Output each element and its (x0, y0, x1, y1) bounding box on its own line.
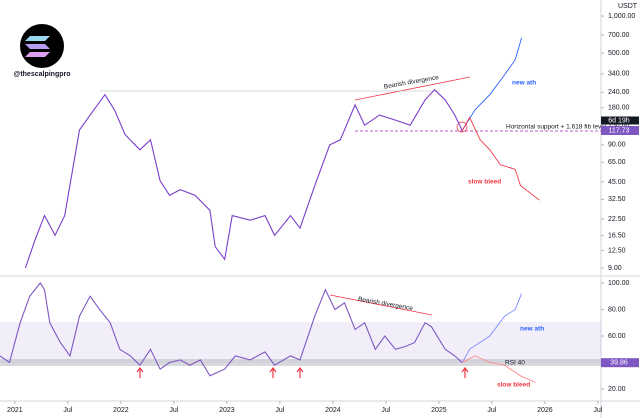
x-tick-label: 2024 (325, 407, 341, 414)
y-tick-label: 16.50 (608, 232, 626, 239)
unit-label: USDT (618, 3, 638, 10)
y-tick-label: 9.00 (608, 265, 622, 272)
y-tick-label: 45.00 (608, 179, 626, 186)
series-line (461, 116, 540, 201)
y-tick-label: 90.00 (608, 142, 626, 149)
y-tick-label: 20.00 (608, 386, 626, 393)
x-tick-label: 2026 (537, 407, 553, 414)
rsi-40-band (0, 359, 601, 366)
countdown-box (601, 116, 639, 125)
y-tick-label: 22.50 (608, 216, 626, 223)
x-tick-label: Jul (593, 407, 602, 414)
countdown: 6d 19h (608, 117, 630, 124)
watermark: @thescalpingpro (14, 71, 71, 78)
y-tick-label: 700.00 (608, 32, 630, 39)
annotation: new ath (520, 326, 544, 333)
highlight-circle (456, 121, 468, 133)
y-tick-label: 130.00 (608, 122, 630, 129)
x-tick-label: 2022 (113, 407, 129, 414)
last-value-box (601, 125, 639, 135)
logo (20, 24, 64, 68)
y-tick-label: 32.50 (608, 196, 626, 203)
x-tick-label: 2025 (431, 407, 447, 414)
y-tick-label: 80.00 (608, 306, 626, 313)
annotation: RSI 40 (505, 360, 525, 367)
y-tick-label: 240.00 (608, 89, 630, 96)
y-tick-label: 12.50 (608, 247, 626, 254)
series-line (461, 37, 523, 131)
x-tick-label: Jul (275, 407, 284, 414)
annotation: slow bleed (468, 179, 501, 186)
x-tick-label: 2023 (219, 407, 235, 414)
arrows (136, 367, 469, 378)
y-tick-label: 60.00 (608, 333, 626, 340)
y-tick-label: 180.00 (608, 105, 630, 112)
last-value: 39.86 (610, 360, 628, 367)
series-line (0, 282, 463, 377)
x-tick-label: 2021 (7, 407, 23, 414)
last-value: 117.73 (609, 127, 630, 134)
annotation: slow bleed (497, 382, 530, 389)
y-tick-label: 500.00 (608, 50, 630, 57)
x-tick-label: Jul (381, 407, 390, 414)
x-tick-label: Jul (63, 407, 72, 414)
divergence-line (354, 76, 471, 101)
series-line (461, 293, 523, 363)
x-tick-label: Jul (487, 407, 496, 414)
y-tick-label: 1,000.00 (608, 13, 635, 20)
y-tick-label: 340.00 (608, 71, 630, 78)
annotation: new ath (512, 80, 536, 87)
x-tick-label: Jul (169, 407, 178, 414)
y-tick-label: 100.00 (608, 280, 630, 287)
series-line (24, 89, 463, 269)
rsi-band (0, 322, 601, 363)
y-tick-label: 65.00 (608, 159, 626, 166)
divergence-line (329, 294, 433, 316)
series-line (461, 355, 536, 383)
last-value-box (601, 358, 639, 368)
annotation: Horizontal support + 1.618 fib level (506, 124, 607, 131)
